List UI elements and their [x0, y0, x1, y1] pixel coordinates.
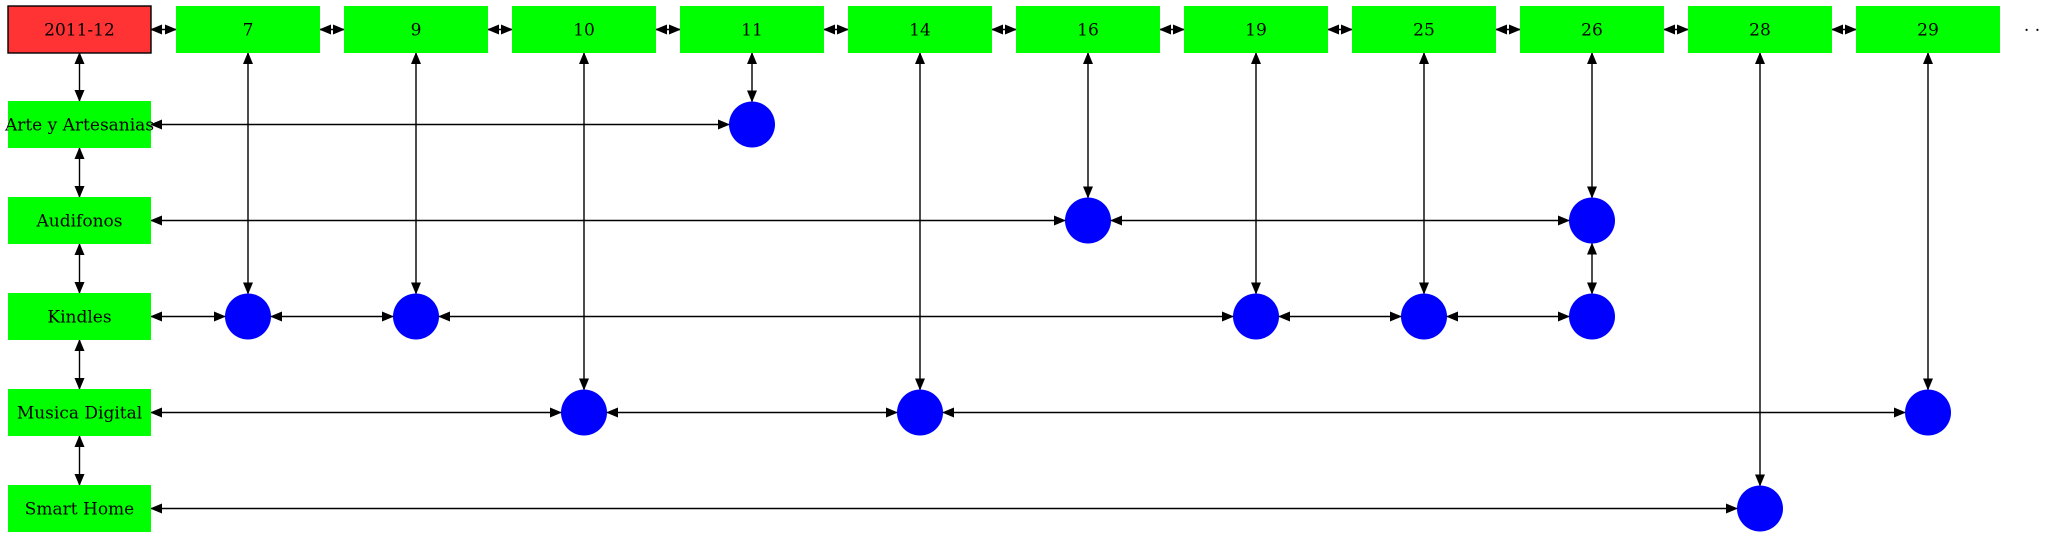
row-node-audifonos: Audifonos — [8, 197, 151, 244]
column-node-9: 9 — [344, 6, 488, 53]
row-node-smart-home: Smart Home — [8, 485, 151, 532]
row-node-musica-digital-box — [8, 389, 151, 436]
dot-audifonos-16 — [1065, 197, 1111, 244]
column-node-10: 10 — [512, 6, 656, 53]
column-node-9-label: 9 — [411, 21, 422, 41]
column-node-9-box — [344, 6, 488, 53]
dot-arte-y-artesanias-11 — [729, 101, 775, 148]
edges-layer — [74, 24, 1933, 514]
column-node-28-label: 28 — [1749, 21, 1771, 41]
nodes-layer: 2011-12 7 9 10 11 14 16 19 25 26 28 29 Arte y Artesa… — [4, 5, 2000, 532]
row-node-smart-home-label: Smart Home — [25, 500, 135, 520]
dot-musica-digital-29 — [1905, 389, 1951, 436]
column-node-28: 28 — [1688, 6, 1832, 53]
column-node-11-box — [680, 6, 824, 53]
row-node-arte-y-artesanias-box — [8, 101, 151, 148]
dot-kindles-25 — [1401, 293, 1447, 340]
column-node-25-label: 25 — [1413, 21, 1435, 41]
column-node-19: 19 — [1184, 6, 1328, 53]
trailing-ellipsis: . . — [2024, 16, 2040, 36]
row-node-audifonos-box — [8, 197, 151, 244]
column-node-14: 14 — [848, 6, 992, 53]
dot-kindles-9 — [393, 293, 439, 340]
column-node-29-box — [1856, 6, 2000, 53]
dot-musica-digital-14 — [897, 389, 943, 436]
row-node-arte-y-artesanias-label: Arte y Artesanias — [4, 116, 154, 136]
row-node-kindles: Kindles — [8, 293, 151, 340]
column-node-25: 25 — [1352, 6, 1496, 53]
column-node-7-box — [176, 6, 320, 53]
column-node-16-label: 16 — [1077, 21, 1099, 41]
root-node-2011-12: 2011-12 — [7, 5, 152, 54]
column-node-28-box — [1688, 6, 1832, 53]
row-node-smart-home-box — [8, 485, 151, 532]
column-node-14-label: 14 — [909, 21, 931, 41]
row-node-arte-y-artesanias: Arte y Artesanias — [4, 101, 154, 148]
row-node-musica-digital-label: Musica Digital — [17, 404, 142, 424]
row-node-kindles-label: Kindles — [47, 308, 111, 328]
column-node-16-box — [1016, 6, 1160, 53]
dot-smart-home-28 — [1737, 485, 1783, 532]
column-node-26-label: 26 — [1581, 21, 1603, 41]
row-node-audifonos-label: Audifonos — [36, 212, 123, 232]
column-node-29: 29 — [1856, 6, 2000, 53]
column-node-26: 26 — [1520, 6, 1664, 53]
column-node-19-box — [1184, 6, 1328, 53]
column-node-10-label: 10 — [573, 21, 595, 41]
dot-kindles-19 — [1233, 293, 1279, 340]
column-node-25-box — [1352, 6, 1496, 53]
dot-kindles-7 — [225, 293, 271, 340]
column-node-11: 11 — [680, 6, 824, 53]
column-node-29-label: 29 — [1917, 21, 1939, 41]
column-node-7: 7 — [176, 6, 320, 53]
column-node-26-box — [1520, 6, 1664, 53]
dot-audifonos-26 — [1569, 197, 1615, 244]
column-node-19-label: 19 — [1245, 21, 1267, 41]
root-node-2011-12-box — [7, 5, 152, 54]
column-node-16: 16 — [1016, 6, 1160, 53]
dot-kindles-26 — [1569, 293, 1615, 340]
dot-musica-digital-10 — [561, 389, 607, 436]
column-node-10-box — [512, 6, 656, 53]
root-node-2011-12-label: 2011-12 — [44, 21, 115, 41]
column-node-14-box — [848, 6, 992, 53]
column-node-11-label: 11 — [741, 21, 763, 41]
dots-layer — [225, 101, 1951, 532]
row-node-musica-digital: Musica Digital — [8, 389, 151, 436]
column-node-7-label: 7 — [243, 21, 254, 41]
row-node-kindles-box — [8, 293, 151, 340]
